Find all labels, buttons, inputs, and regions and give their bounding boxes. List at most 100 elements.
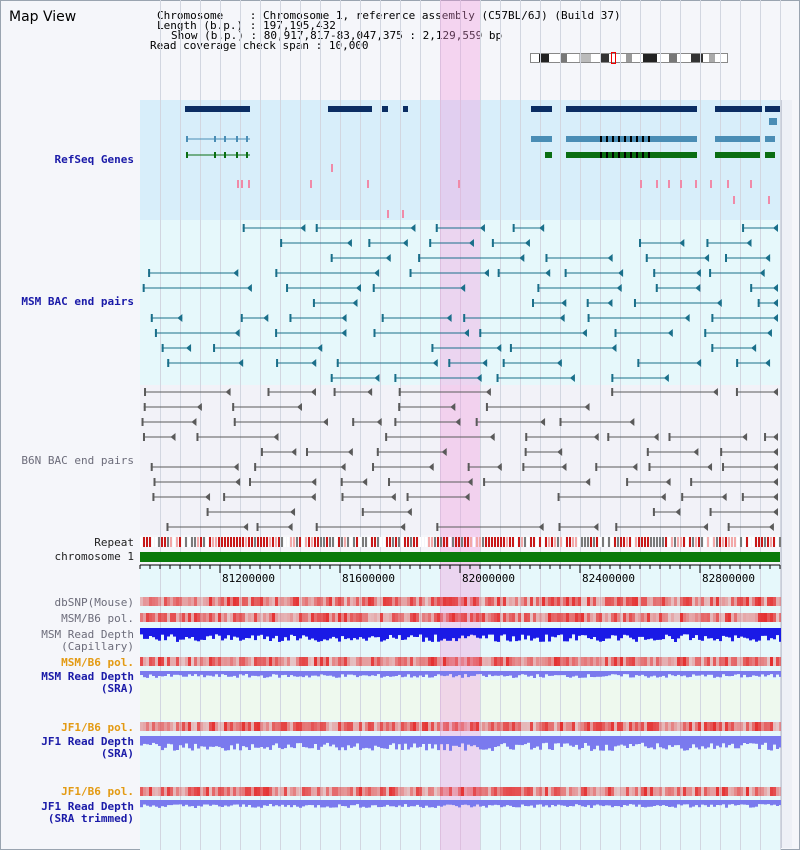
track-label-msm-depth-sra[interactable]: MSM Read Depth (SRA) [41, 671, 134, 695]
msm-bac-pair-end [765, 254, 771, 262]
track-label-refseq[interactable]: RefSeq Genes [54, 153, 134, 166]
read-depth-bar [155, 628, 158, 640]
repeat-segment [593, 537, 595, 547]
ruler-tick-label: 81200000 [222, 572, 275, 585]
read-depth-bar [317, 628, 320, 642]
b6n-bac-pair-end [540, 418, 546, 426]
polymorphism-cell [179, 597, 182, 606]
track-label-msm-b6-pol-2[interactable]: MSM/B6 pol. [61, 656, 134, 669]
polymorphism-cell [317, 613, 320, 622]
read-depth-bar [725, 671, 728, 676]
repeat-segment [737, 537, 739, 547]
read-depth-bar [377, 671, 380, 675]
track-label-msm-depth-cap[interactable]: MSM Read Depth (Capillary) [41, 629, 134, 653]
read-depth-bar [428, 800, 431, 808]
polymorphism-cell [692, 597, 695, 606]
read-depth-bar [758, 736, 761, 750]
polymorphism-cell [728, 722, 731, 731]
polymorphism-cell [362, 597, 365, 606]
polymorphism-cell [386, 597, 389, 606]
track-label-b6n-bac[interactable]: B6N BAC end pairs [21, 454, 134, 467]
track-label-chromosome[interactable]: chromosome 1 [54, 550, 134, 563]
polymorphism-cell [566, 613, 569, 622]
read-depth-bar [158, 628, 161, 641]
msm-bac-pair-end [479, 329, 482, 337]
gene-exon-mark [630, 136, 632, 142]
polymorphism-cell [437, 597, 440, 606]
polymorphism-cell [500, 613, 503, 622]
read-depth-bar [197, 671, 200, 677]
read-depth-bar [362, 671, 365, 676]
read-depth-bar [692, 800, 695, 807]
track-label-repeat[interactable]: Repeat [94, 536, 134, 549]
read-depth-bar [266, 736, 269, 748]
chromosome-ideogram[interactable] [530, 52, 728, 64]
b6n-bac-pair-end [629, 418, 635, 426]
polymorphism-cell [155, 722, 158, 731]
track-label-jf1-b6-pol-2[interactable]: JF1/B6 pol. [61, 785, 134, 798]
polymorphism-cell [698, 657, 701, 666]
vertical-scrollbar[interactable] [781, 100, 792, 848]
msm-bac-pair-end [587, 314, 590, 322]
polymorphism-cell [314, 613, 317, 622]
read-depth-bar [557, 628, 560, 636]
read-depth-bar [521, 671, 524, 675]
polymorphism-cell [653, 597, 656, 606]
read-depth-bar [635, 736, 638, 745]
read-depth-bar [467, 671, 470, 678]
ideogram-position-marker[interactable] [611, 52, 616, 64]
polymorphism-cell [458, 657, 461, 666]
msm-bac-pair-end [581, 329, 587, 337]
polymorphism-cell [407, 722, 410, 731]
polymorphism-cell [392, 597, 395, 606]
b6n-bac-pair-end [254, 463, 257, 471]
read-depth-bar [362, 736, 365, 749]
read-depth-bar [494, 628, 497, 642]
polymorphism-cell [428, 597, 431, 606]
repeat-segment [305, 537, 307, 547]
read-depth-bar [575, 628, 578, 641]
polymorphism-cell [194, 613, 197, 622]
read-depth-bar [413, 800, 416, 807]
b6n-bac-pair-end [773, 508, 778, 516]
track-label-jf1-b6-pol-1[interactable]: JF1/B6 pol. [61, 721, 134, 734]
read-depth-bar [386, 736, 389, 749]
read-depth-bar [488, 736, 491, 749]
repeat-segment [380, 537, 382, 547]
polymorphism-cell [611, 657, 614, 666]
repeat-segment [683, 537, 685, 547]
read-depth-bar [581, 628, 584, 636]
polymorphism-cell [569, 613, 572, 622]
polymorphism-cell [737, 597, 740, 606]
polymorphism-cell [695, 657, 698, 666]
read-depth-bar [392, 628, 395, 638]
read-depth-bar [383, 671, 386, 677]
track-label-dbsnp[interactable]: dbSNP(Mouse) [54, 596, 134, 609]
polymorphism-cell [257, 657, 260, 666]
read-depth-bar [335, 671, 338, 678]
read-depth-bar [731, 736, 734, 744]
track-label-jf1-depth-sra[interactable]: JF1 Read Depth (SRA) [41, 736, 134, 760]
read-depth-bar [167, 800, 170, 806]
polymorphism-cell [440, 613, 443, 622]
b6n-bac-pair-end [741, 493, 744, 501]
msm-bac-pair-end [276, 359, 279, 367]
read-depth-bar [716, 671, 719, 677]
polymorphism-cell [461, 657, 464, 666]
track-label-msm-bac[interactable]: MSM BAC end pairs [21, 295, 134, 308]
track-label-msm-b6-pol-1[interactable]: MSM/B6 pol. [61, 612, 134, 625]
track-label-jf1-depth-trim[interactable]: JF1 Read Depth (SRA trimmed) [41, 801, 134, 825]
polymorphism-cell [179, 787, 182, 796]
read-depth-bar [548, 628, 551, 642]
msm-bac-pair-end [711, 344, 714, 352]
polymorphism-cell [677, 597, 680, 606]
repeat-segment [326, 537, 328, 547]
polymorphism-cell [758, 722, 761, 731]
polymorphism-cell [200, 613, 203, 622]
polymorphism-cell [248, 722, 251, 731]
polymorphism-cell [173, 787, 176, 796]
read-depth-bar [590, 800, 593, 808]
read-depth-bar [761, 628, 764, 636]
polymorphism-cell [776, 722, 779, 731]
